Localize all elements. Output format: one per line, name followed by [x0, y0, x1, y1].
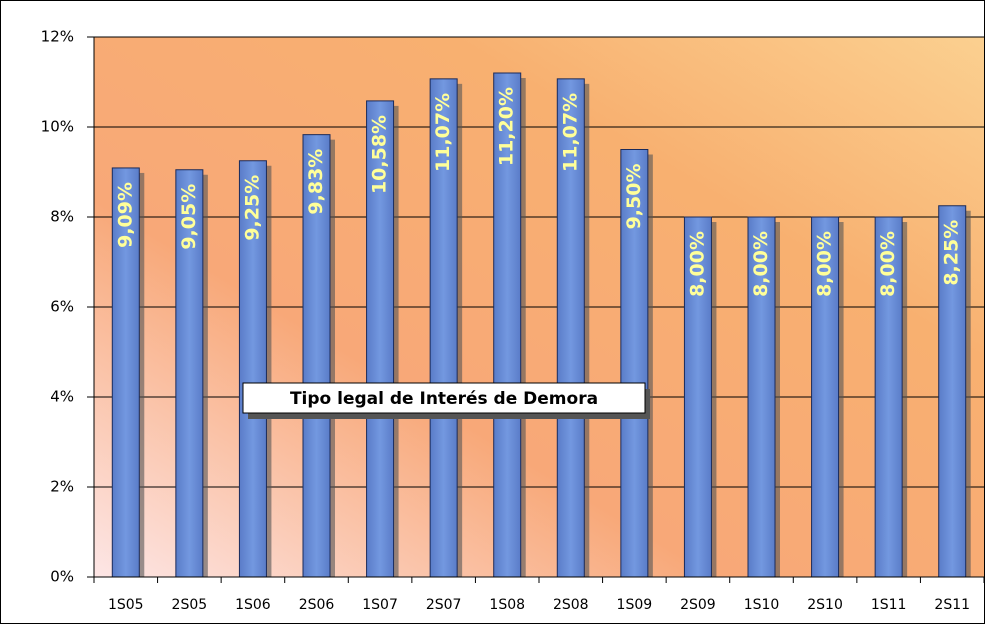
x-tick-label: 2S07 [426, 597, 462, 613]
bar [683, 216, 712, 578]
y-tick-label: 2% [50, 478, 74, 496]
x-tick-label: 2S09 [680, 597, 716, 613]
x-tick-label: 2S05 [172, 597, 208, 613]
value-label: 8,00% [877, 231, 899, 297]
x-tick-label: 2S08 [553, 597, 589, 613]
bar [811, 216, 840, 578]
x-tick-label: 2S11 [934, 597, 970, 613]
value-label: 9,09% [114, 182, 136, 248]
y-tick-label: 0% [50, 568, 74, 586]
value-label: 8,00% [686, 231, 708, 297]
x-tick-label: 1S10 [744, 597, 780, 613]
bar [175, 169, 204, 578]
y-tick-label: 6% [50, 298, 74, 316]
y-tick-label: 10% [41, 118, 74, 136]
y-tick-label: 12% [41, 28, 74, 46]
x-tick-label: 1S06 [235, 597, 271, 613]
value-label: 11,20% [496, 87, 518, 166]
x-tick-label: 1S08 [489, 597, 525, 613]
x-tick-label: 2S10 [807, 597, 843, 613]
y-tick-label: 8% [50, 208, 74, 226]
x-tick-label: 1S11 [871, 597, 907, 613]
bar [429, 78, 458, 578]
value-label: 8,00% [750, 231, 772, 297]
bar [302, 134, 331, 578]
bar [747, 216, 776, 578]
bar [238, 160, 267, 578]
x-tick-label: 2S06 [299, 597, 335, 613]
y-tick-label: 4% [50, 388, 74, 406]
x-tick-label: 1S05 [108, 597, 144, 613]
value-label: 8,25% [941, 220, 963, 286]
value-label: 10,58% [369, 115, 391, 194]
bar [556, 78, 585, 578]
annotation-box: Tipo legal de Interés de Demora [242, 382, 650, 419]
x-tick-label: 1S07 [362, 597, 398, 613]
value-label: 9,83% [305, 149, 327, 215]
x-tick-label: 1S09 [617, 597, 653, 613]
bar [366, 100, 395, 578]
annotation: Tipo legal de Interés de Demora [290, 389, 598, 409]
bar [938, 205, 967, 578]
value-label: 11,07% [432, 93, 454, 172]
value-label: 8,00% [814, 231, 836, 297]
value-label: 11,07% [559, 93, 581, 172]
value-label: 9,50% [623, 164, 645, 230]
bar [493, 72, 522, 578]
value-label: 9,05% [178, 184, 200, 250]
value-label: 9,25% [241, 175, 263, 241]
